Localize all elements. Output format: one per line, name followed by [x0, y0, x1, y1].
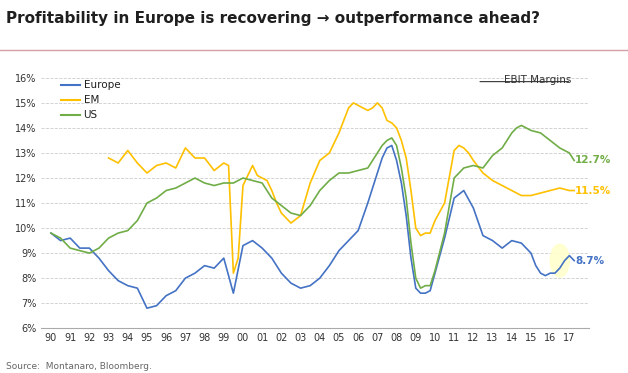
- Text: 11.5%: 11.5%: [575, 185, 612, 195]
- Text: 8.7%: 8.7%: [575, 256, 604, 266]
- Text: 12.7%: 12.7%: [575, 156, 612, 166]
- Text: Europe: Europe: [84, 81, 120, 90]
- Text: US: US: [84, 110, 98, 120]
- Text: EBIT Margins: EBIT Margins: [504, 75, 571, 85]
- Text: EM: EM: [84, 95, 99, 106]
- Ellipse shape: [550, 244, 570, 277]
- Text: Source:  Montanaro, Bloomberg.: Source: Montanaro, Bloomberg.: [6, 362, 152, 371]
- Text: Profitability in Europe is recovering → outperformance ahead?: Profitability in Europe is recovering → …: [6, 11, 540, 26]
